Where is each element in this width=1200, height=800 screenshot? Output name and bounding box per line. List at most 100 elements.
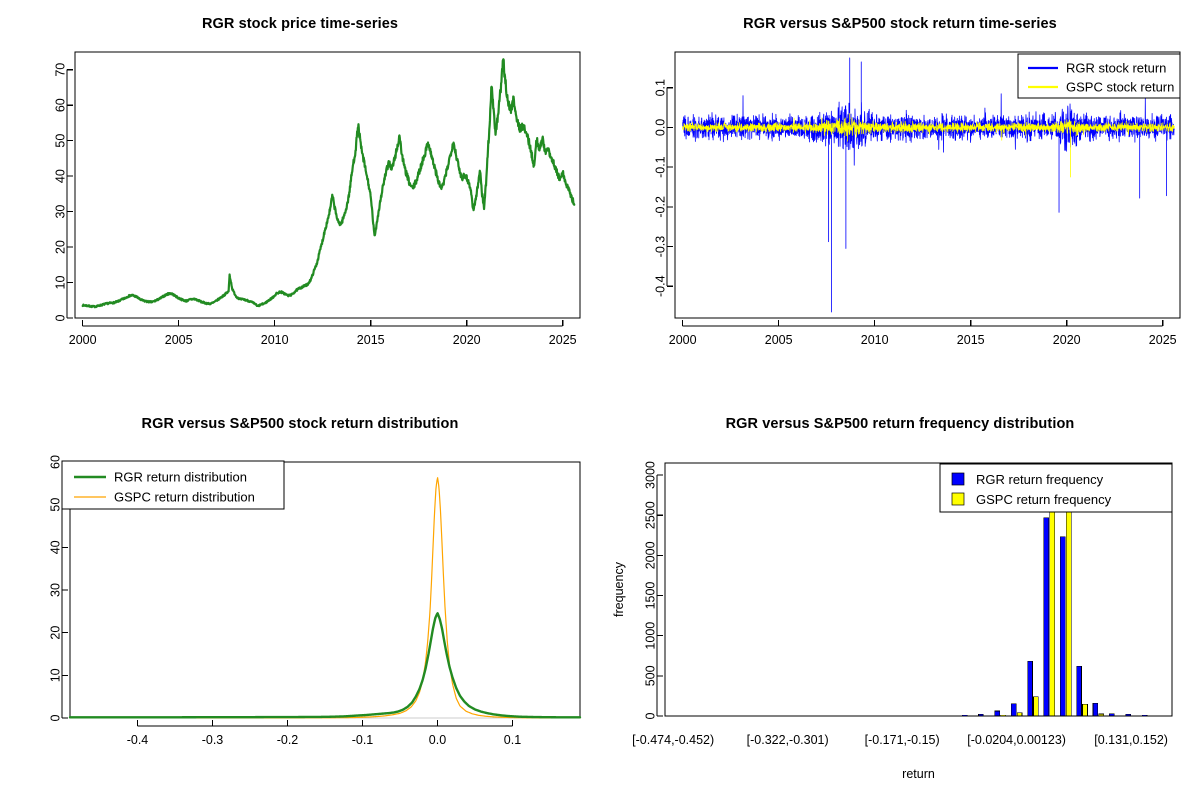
x-tick-label: 2000 (669, 333, 697, 347)
panel-title-return-distribution: RGR versus S&P500 stock return distribut… (141, 416, 459, 432)
y-tick-label: 30 (48, 583, 62, 597)
bar-rgr (1076, 665, 1082, 716)
y-tick-label: 0 (48, 714, 62, 721)
legend-box (1017, 53, 1181, 99)
x-tick-label: 0.0 (429, 733, 446, 747)
x-tick-label: -0.4 (127, 733, 149, 747)
y-tick-label: 0 (53, 314, 67, 321)
bar-rgr (781, 715, 788, 716)
x-tick-label: 0.1 (504, 733, 521, 747)
y-tick-label: 40 (53, 169, 67, 183)
bar-gspc (1016, 712, 1023, 716)
bar-rgr (1092, 702, 1099, 716)
y-tick-label: 10 (48, 668, 62, 682)
series-rgr-density (68, 612, 582, 719)
y-tick-label: 1000 (643, 622, 657, 650)
bar-rgr (1043, 517, 1050, 716)
legend-swatch (951, 492, 965, 506)
bar-gspc (1131, 715, 1137, 716)
panel-return-timeseries: RGR versus S&P500 stock return time-seri… (600, 0, 1200, 400)
x-tick-label: 2015 (357, 333, 385, 347)
y-axis-title: frequency (612, 561, 626, 617)
bar-gspc (1114, 715, 1121, 716)
x-tick-label: 2010 (861, 333, 889, 347)
panel-price-timeseries: RGR stock price time-series 0 10 20 30 40 50 6… (0, 0, 600, 400)
legend-label: GSPC stock return (1066, 80, 1174, 95)
bar-rgr (1027, 661, 1033, 716)
x-axis-title: return (902, 767, 935, 781)
y-tick-label: 2000 (643, 541, 657, 569)
y-tick-label: 1500 (643, 582, 657, 610)
bar-rgr (1010, 703, 1017, 716)
y-tick-label: -0.4 (653, 275, 667, 297)
bar-gspc (1098, 713, 1105, 716)
y-tick-label: 3000 (643, 461, 657, 489)
bar-rgr (1125, 713, 1131, 716)
y-tick-label: 0.1 (653, 79, 667, 96)
bar-rgr (1109, 713, 1115, 716)
bar-gspc (1000, 714, 1006, 716)
x-tick-label: -0.3 (202, 733, 224, 747)
series-gspc-density (69, 477, 581, 719)
plot-return-timeseries: -0.4 -0.3 -0.2 -0.1 0.0 0.1 2000 2005 2010 2015 20… (653, 51, 1181, 347)
x-tick-label: [-0.322,-0.301) (747, 733, 829, 747)
x-tick-label: 2005 (165, 333, 193, 347)
series-gspc-stock-return (682, 113, 1175, 178)
x-tick-label: 2010 (261, 333, 289, 347)
y-tick-label: 0 (643, 712, 657, 719)
x-tick-label: -0.2 (277, 733, 299, 747)
bar-rgr (912, 715, 919, 716)
y-tick-label: -0.2 (653, 196, 667, 218)
y-tick-label: 70 (53, 63, 67, 77)
panel-return-frequency: RGR versus S&P500 return frequency distr… (600, 400, 1200, 800)
bar-rgr (1059, 536, 1066, 716)
y-tick-label: 50 (53, 134, 67, 148)
legend-label: GSPC return frequency (976, 492, 1112, 507)
bar-rgr (945, 715, 952, 716)
legend-box (939, 463, 1173, 513)
bar-gspc (967, 715, 974, 716)
bar-rgr (978, 713, 984, 716)
x-tick-label: 2020 (1053, 333, 1081, 347)
x-tick-label: 2025 (549, 333, 577, 347)
plot-return-frequency: 0 500 1000 1500 2000 2500 3000 frequency [-0.474… (612, 461, 1173, 781)
plot-frame (74, 51, 581, 319)
series-rgr-price (81, 58, 576, 309)
bar-rgr (667, 715, 673, 716)
x-tick-label: 2020 (453, 333, 481, 347)
y-tick-label: 20 (53, 240, 67, 254)
panel-return-distribution: RGR versus S&P500 stock return distribut… (0, 400, 600, 800)
plot-frame (664, 462, 1173, 717)
x-tick-label: [-0.474,-0.452) (632, 733, 714, 747)
bar-gspc (1082, 704, 1088, 716)
bar-rgr (1158, 715, 1164, 716)
legend-label: GSPC return distribution (114, 490, 255, 505)
y-tick-label: -0.3 (653, 236, 667, 258)
plot-price-timeseries: 0 10 20 30 40 50 60 70 2000 2005 2010 2015 2020 2025 (53, 51, 581, 347)
legend-label: RGR return frequency (976, 472, 1104, 487)
series-group (682, 57, 1175, 313)
y-tick-label: 20 (48, 626, 62, 640)
y-tick-label: 50 (48, 498, 62, 512)
y-tick-label: 2500 (643, 501, 657, 529)
x-tick-label: 2000 (69, 333, 97, 347)
legend-swatch (951, 472, 965, 486)
x-tick-label: [0.131,0.152) (1094, 733, 1168, 747)
bar-rgr (961, 714, 968, 716)
y-tick-label: 60 (53, 98, 67, 112)
x-tick-label: [-0.0204,0.00123) (967, 733, 1066, 747)
bar-rgr (929, 715, 935, 716)
x-tick-label: [-0.171,-0.15) (865, 733, 940, 747)
bar-rgr (896, 715, 902, 716)
plot-return-distribution: 0 10 20 30 40 50 60 -0.4 -0.3 -0.2 -0.1 0.0 0.1 RGR r… (48, 455, 582, 747)
y-tick-label: 10 (53, 276, 67, 290)
panel-title-price-timeseries: RGR stock price time-series (201, 16, 399, 32)
legend-label: RGR return distribution (114, 470, 247, 485)
y-tick-label: 30 (53, 205, 67, 219)
x-tick-label: 2015 (957, 333, 985, 347)
y-tick-label: 60 (48, 455, 62, 469)
x-tick-label: 2025 (1149, 333, 1177, 347)
y-tick-label: 500 (643, 665, 657, 686)
plot-frame (674, 51, 1181, 319)
